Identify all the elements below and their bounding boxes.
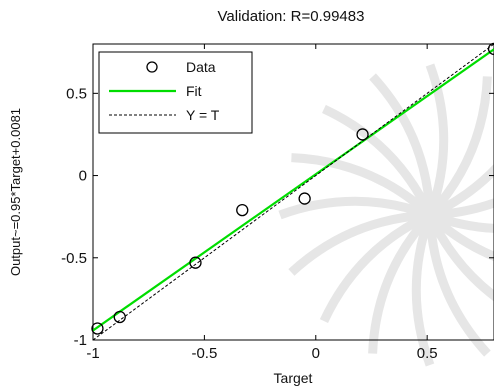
watermark-petal <box>278 196 432 220</box>
watermark-petal <box>368 211 434 354</box>
y-tick-label: -1 <box>74 332 87 349</box>
data-point <box>236 203 249 217</box>
watermark-petal <box>428 210 494 233</box>
watermark-petal <box>428 163 494 220</box>
legend-label-fit: Fit <box>186 83 202 99</box>
data-point <box>487 42 494 56</box>
data-point <box>113 310 126 324</box>
watermark-petal <box>322 104 435 217</box>
x-tick-label: -0.5 <box>191 345 217 362</box>
y-axis-label: Output~=0.95*Target+0.0081 <box>8 108 23 276</box>
legend-label-data: Data <box>186 59 216 75</box>
legend: Data Fit Y = T <box>98 51 253 134</box>
x-axis-label: Target <box>274 370 313 386</box>
watermark-petal <box>369 73 435 216</box>
chart-title: Validation: R=0.99483 <box>218 8 365 25</box>
plot-area <box>92 43 494 341</box>
series-layer <box>91 42 494 340</box>
y-tick-label: 0 <box>79 168 87 185</box>
watermark-petal <box>426 76 492 219</box>
watermark-petal <box>411 213 435 367</box>
x-tick-label: 0 <box>312 345 320 362</box>
watermark-petal <box>291 153 434 219</box>
watermark-petal <box>425 63 449 217</box>
legend-box <box>98 51 253 134</box>
fit-line <box>93 48 494 332</box>
legend-data-marker <box>146 61 158 73</box>
data-point <box>189 256 202 269</box>
watermark-petal <box>426 211 494 262</box>
x-tick-label: 0.5 <box>417 345 438 362</box>
data-point <box>91 322 104 335</box>
y-tick-labels: -1 -0.5 0 0.5 <box>61 85 87 349</box>
watermark-petal <box>429 198 494 220</box>
y-equals-t-line <box>93 44 494 340</box>
x-tick-labels: -1 -0.5 0 0.5 <box>86 345 437 362</box>
watermark-petal <box>425 213 494 302</box>
watermark-petal <box>288 210 431 276</box>
watermark-pattern <box>278 63 494 367</box>
axis-ticks <box>92 44 494 341</box>
x-tick-label: -1 <box>86 345 99 362</box>
data-point <box>298 192 311 205</box>
watermark-petal <box>319 210 432 323</box>
data-point <box>356 128 369 141</box>
y-tick-label: 0.5 <box>66 85 87 102</box>
legend-label-yt: Y = T <box>186 107 220 123</box>
y-tick-label: -0.5 <box>61 250 87 267</box>
